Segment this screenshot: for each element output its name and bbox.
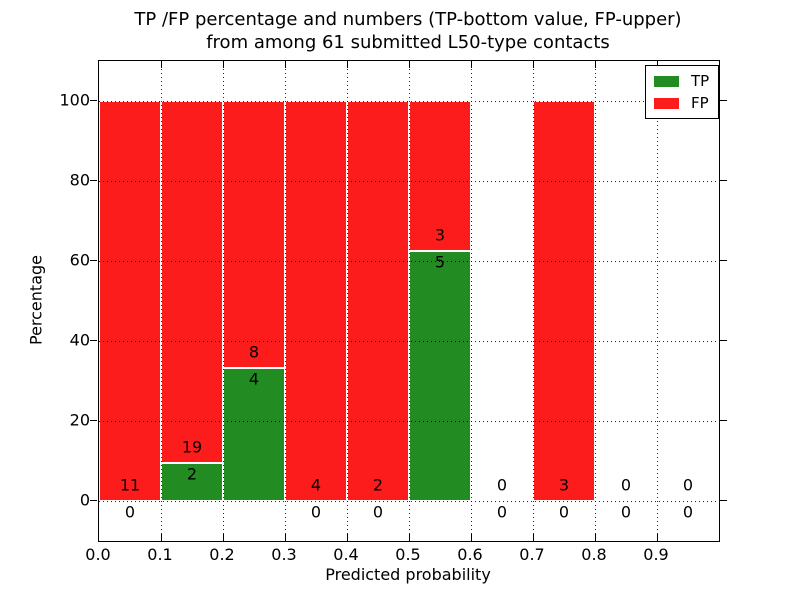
x-tick-label-0.8: 0.8 [581, 545, 607, 564]
y-tick-label-0: 0 [79, 490, 90, 510]
y-tick-right [720, 260, 727, 261]
annotation-tp-count: 4 [248, 369, 260, 389]
gridline-x-0.2 [223, 61, 224, 541]
x-tick-label-0.0: 0.0 [85, 545, 111, 564]
chart-title-line1: TP /FP percentage and numbers (TP-bottom… [134, 9, 682, 30]
y-tick-label-20: 20 [69, 410, 90, 430]
x-tick-top [347, 61, 348, 68]
x-tick-top [471, 61, 472, 68]
x-tick-top [223, 61, 224, 68]
annotation-fp-count: 0 [620, 475, 632, 495]
gridline-x-0.9 [657, 61, 658, 541]
annotation-tp-count: 5 [434, 252, 446, 272]
x-tick-top [657, 61, 658, 68]
gridline-x-0.6 [471, 61, 472, 541]
x-tick-label-0.4: 0.4 [333, 545, 359, 564]
chart-title-line2: from among 61 submitted L50-type contact… [206, 32, 610, 53]
y-tick-right [720, 420, 727, 421]
x-tick-label-0.5: 0.5 [395, 545, 421, 564]
x-tick-label-0.6: 0.6 [457, 545, 483, 564]
bars-layer [99, 61, 719, 541]
fp-swatch-icon [654, 97, 679, 109]
annotation-fp-count: 0 [682, 475, 694, 495]
x-tick-bottom [471, 534, 472, 541]
annotation-tp-count: 0 [682, 502, 694, 522]
y-tick-right [720, 500, 727, 501]
grid-layer [99, 61, 719, 541]
legend-item-tp: TP [654, 73, 709, 89]
legend-label-fp: FP [691, 94, 709, 112]
y-tick-left [90, 180, 97, 181]
bar-segment-fp [285, 101, 347, 501]
tp-swatch-icon [654, 75, 679, 87]
annotation-tp-count: 0 [558, 502, 570, 522]
legend: TP FP [645, 65, 720, 119]
legend-item-fp: FP [654, 95, 709, 111]
bar-segment-tp [223, 367, 285, 501]
x-tick-label-0.7: 0.7 [519, 545, 545, 564]
y-tick-label-40: 40 [69, 330, 90, 350]
chart-title: TP /FP percentage and numbers (TP-bottom… [98, 8, 718, 54]
y-tick-label-60: 60 [69, 250, 90, 270]
annotation-tp-count: 0 [620, 502, 632, 522]
annotation-fp-count: 3 [558, 475, 570, 495]
x-tick-bottom [223, 534, 224, 541]
y-tick-left [90, 100, 97, 101]
gridline-x-0.1 [161, 61, 162, 541]
annotation-tp-count: 0 [310, 502, 322, 522]
annotation-fp-count: 4 [310, 475, 322, 495]
x-tick-label-0.9: 0.9 [643, 545, 669, 564]
y-tick-left [90, 420, 97, 421]
annotation-fp-count: 3 [434, 225, 446, 245]
y-tick-left [90, 260, 97, 261]
x-tick-bottom [533, 534, 534, 541]
y-tick-left [90, 500, 97, 501]
y-tick-right [720, 100, 727, 101]
x-tick-top [595, 61, 596, 68]
annotation-fp-count: 2 [372, 475, 384, 495]
annotation-tp-count: 0 [496, 502, 508, 522]
annotation-fp-count: 0 [496, 475, 508, 495]
x-tick-label-0.3: 0.3 [271, 545, 297, 564]
gridline-x-0.4 [347, 61, 348, 541]
annotation-tp-count: 0 [124, 502, 136, 522]
legend-label-tp: TP [691, 72, 710, 90]
bar-segment-tp [161, 462, 223, 501]
annotations-layer: 11 0 19 2 8 4 4 0 2 0 3 5 0 0 3 0 0 0 0 0 [99, 61, 719, 541]
x-tick-label-0.2: 0.2 [209, 545, 235, 564]
ticks-layer [99, 61, 719, 541]
gridline-x-0.7 [533, 61, 534, 541]
bar-segment-fp [533, 101, 595, 501]
x-tick-bottom [409, 534, 410, 541]
x-tick-label-0.1: 0.1 [147, 545, 173, 564]
y-tick-label-100: 100 [59, 90, 90, 110]
x-tick-bottom [347, 534, 348, 541]
annotation-tp-count: 0 [372, 502, 384, 522]
gridline-x-0.3 [285, 61, 286, 541]
y-tick-right [720, 340, 727, 341]
x-tick-top [285, 61, 286, 68]
x-tick-top [161, 61, 162, 68]
annotation-tp-count: 2 [186, 464, 198, 484]
y-tick-label-80: 80 [69, 170, 90, 190]
y-tick-left [90, 340, 97, 341]
x-tick-bottom [285, 534, 286, 541]
y-tick-right [720, 180, 727, 181]
bar-segment-fp [99, 101, 161, 501]
x-axis-label: Predicted probability [325, 565, 491, 584]
annotation-fp-count: 19 [181, 437, 203, 457]
annotation-fp-count: 8 [248, 342, 260, 362]
bar-segment-tp [409, 251, 471, 501]
x-tick-top [409, 61, 410, 68]
gridline-x-0.8 [595, 61, 596, 541]
x-tick-bottom [657, 534, 658, 541]
x-tick-bottom [161, 534, 162, 541]
gridline-x-0.5 [409, 61, 410, 541]
plot-area: 11 0 19 2 8 4 4 0 2 0 3 5 0 0 3 0 0 0 0 0 [98, 60, 720, 542]
x-tick-bottom [595, 534, 596, 541]
annotation-fp-count: 11 [119, 475, 141, 495]
x-tick-top [533, 61, 534, 68]
